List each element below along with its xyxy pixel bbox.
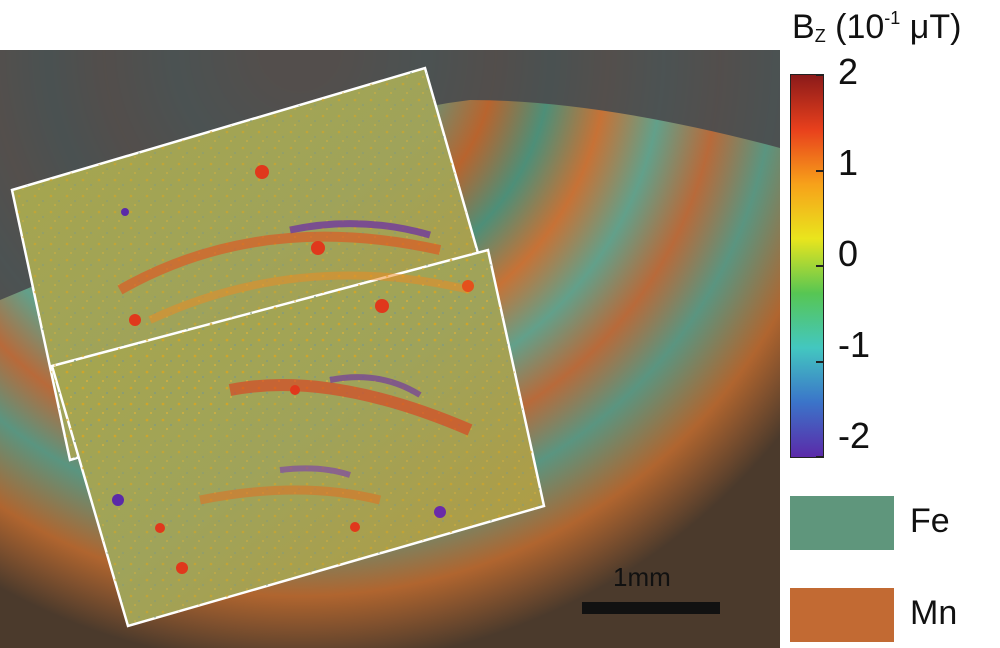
colorbar-tick-label: -1	[838, 324, 871, 365]
scale-bar-label: 1mm	[613, 562, 671, 592]
colorbar-tick-label: 2	[838, 51, 859, 92]
colorbar-title: BZ (10-1 μT)	[792, 8, 962, 46]
colorbar-tick-mark	[816, 360, 824, 363]
legend-label-fe: Fe	[910, 502, 950, 540]
colorbar-tick-mark	[816, 456, 824, 458]
colorbar-tick-label: -2	[838, 415, 871, 456]
magnetic-field-map	[10, 66, 546, 628]
epoxy-region	[0, 50, 780, 300]
scale-bar	[582, 602, 720, 614]
legend-label-mn: Mn	[910, 594, 958, 632]
colorbar-tick-label: 1	[838, 142, 859, 183]
colorbar-tick-mark	[816, 169, 824, 172]
legend-swatch-mn	[790, 588, 894, 642]
colorbar	[790, 74, 824, 458]
magnetic-map-image	[0, 50, 780, 648]
colorbar-tick-mark	[816, 265, 824, 267]
colorbar-tick-mark	[816, 74, 824, 76]
colorbar-tick-label: 0	[838, 233, 859, 274]
legend-swatch-fe	[790, 496, 894, 550]
